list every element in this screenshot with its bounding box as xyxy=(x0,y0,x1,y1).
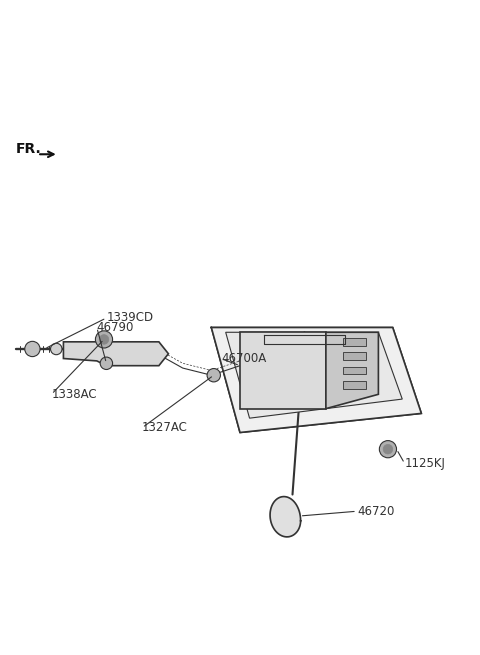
FancyBboxPatch shape xyxy=(343,367,366,374)
Circle shape xyxy=(99,335,109,345)
Circle shape xyxy=(207,369,220,382)
Polygon shape xyxy=(326,332,378,409)
Text: 1338AC: 1338AC xyxy=(51,388,97,401)
Polygon shape xyxy=(226,332,402,418)
Polygon shape xyxy=(63,342,168,365)
Text: 46790: 46790 xyxy=(97,321,134,334)
Text: 1339CD: 1339CD xyxy=(107,312,154,324)
Circle shape xyxy=(379,441,396,458)
Circle shape xyxy=(96,331,113,348)
FancyBboxPatch shape xyxy=(343,381,366,388)
Circle shape xyxy=(50,343,62,355)
Text: 46720: 46720 xyxy=(357,505,394,517)
Circle shape xyxy=(25,341,40,356)
Polygon shape xyxy=(211,328,421,432)
Polygon shape xyxy=(270,496,300,537)
Circle shape xyxy=(383,445,393,454)
FancyBboxPatch shape xyxy=(343,338,366,346)
FancyBboxPatch shape xyxy=(343,352,366,360)
Circle shape xyxy=(100,357,113,369)
Text: 46700A: 46700A xyxy=(221,352,266,365)
Text: 1125KJ: 1125KJ xyxy=(405,457,445,470)
Polygon shape xyxy=(240,332,326,409)
Text: 1327AC: 1327AC xyxy=(142,421,188,434)
Text: FR.: FR. xyxy=(16,141,41,155)
